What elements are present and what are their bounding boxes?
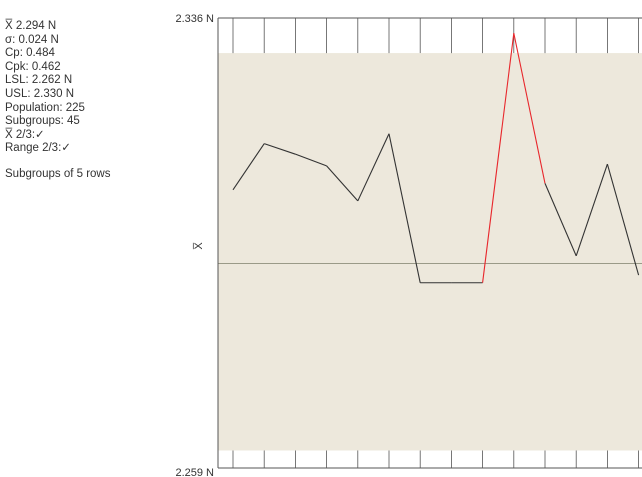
stat-mean: X̅ 2.294 N <box>5 20 57 32</box>
series-line <box>232 33 640 284</box>
series-segment <box>575 163 608 257</box>
stat-usl: USL: 2.330 N <box>5 87 75 100</box>
y-axis-label: X̅ <box>193 242 205 250</box>
grid-lines <box>232 18 639 468</box>
stat-sigma: σ: 0.024 N <box>5 33 59 46</box>
y-tick-bottom: 2.259 N <box>175 467 214 477</box>
stat-cp: Cp: 0.484 <box>5 47 55 60</box>
series-segment <box>357 133 390 202</box>
spec-limit-band <box>218 53 642 451</box>
series-segment <box>232 143 265 191</box>
y-tick-top: 2.336 N <box>175 13 214 25</box>
stat-lsl: LSL: 2.262 N <box>5 74 73 87</box>
series-segment <box>295 153 327 167</box>
series-segment <box>388 133 421 283</box>
series-segment <box>606 163 640 276</box>
series-segment <box>264 143 296 155</box>
stat-cpk: Cpk: 0.462 <box>5 60 61 73</box>
stat-range-rule: Range 2/3:✓ <box>5 142 71 155</box>
stat-mean-rule: X̅ 2/3:✓ <box>5 128 45 141</box>
stats-panel: X̅ 2.294 N σ: 0.024 N Cp: 0.484 Cpk: 0.4… <box>5 20 165 182</box>
series-segment-highlight <box>482 33 515 283</box>
subgroup-note: Subgroups of 5 rows <box>5 167 111 180</box>
series-segment-highlight <box>513 33 546 184</box>
stat-subgroups: Subgroups: 45 <box>5 115 80 128</box>
series-segment <box>326 165 359 202</box>
series-segment <box>544 183 577 257</box>
stat-population: Population: 225 <box>5 101 85 114</box>
